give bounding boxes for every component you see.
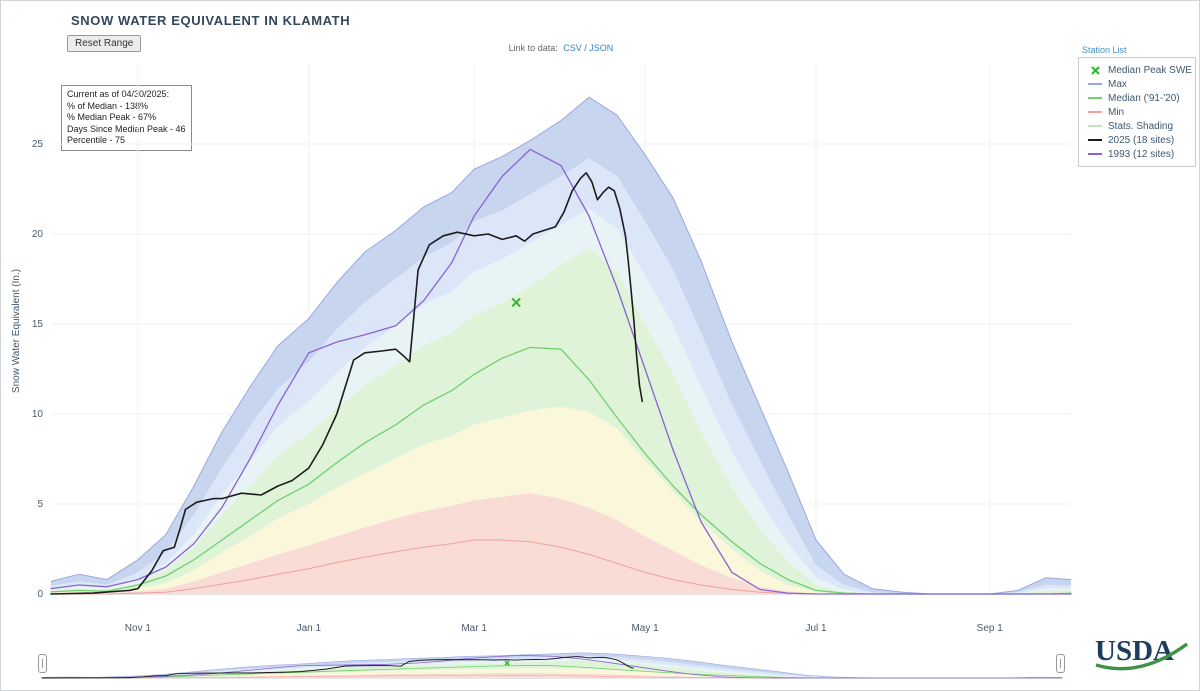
line-2025-18-sites [50, 172, 644, 595]
band-green_top [51, 248, 1071, 594]
line-max [50, 96, 1072, 595]
legend-item-median[interactable]: Median ('91-'20) [1085, 91, 1189, 105]
legend-label: Median ('91-'20) [1108, 92, 1180, 104]
usda-logo-text: USDA [1095, 635, 1174, 667]
median-line-icon [1085, 97, 1105, 99]
stats-shading-icon [1085, 125, 1105, 127]
line-2025-18-sites [41, 656, 634, 679]
current-as-of: Current as of 04/30/2025: [67, 89, 170, 99]
y-tick-label: 5 [37, 499, 43, 510]
json-link[interactable]: JSON [589, 43, 614, 53]
y-tick-label: 25 [32, 139, 44, 150]
legend-item-2025[interactable]: 2025 (18 sites) [1085, 133, 1189, 147]
link-to-data-bar: Link to data: CSV / JSON [381, 43, 741, 53]
legend-label: 1993 (12 sites) [1108, 148, 1175, 160]
csv-link[interactable]: CSV [563, 43, 582, 53]
x-tick-label: Jan 1 [297, 623, 322, 634]
days-since-median-peak: Days Since Median Peak - 46 [67, 123, 186, 134]
x-tick-label: Nov 1 [125, 623, 152, 634]
line-2025-icon [1085, 139, 1105, 141]
legend-label: Stats. Shading [1108, 120, 1174, 132]
usda-logo-swoosh-icon [1095, 642, 1189, 671]
legend-label: Median Peak SWE [1108, 64, 1192, 76]
legend-item-stats-shading[interactable]: Stats. Shading [1085, 119, 1189, 133]
main-chart-canvas[interactable]: 0 5 10 15 20 25 Nov 1 Jan 1 Mar 1 May 1 Jul 1 Sep 1 [9, 61, 1091, 646]
legend-label: 2025 (18 sites) [1108, 134, 1175, 146]
x-tick-label: Mar 1 [461, 623, 487, 634]
median-peak-swe-marker [511, 297, 521, 308]
y-tick-label: 15 [32, 319, 44, 330]
x-tick-label: Sep 1 [977, 623, 1004, 634]
legend-item-max[interactable]: Max [1085, 77, 1189, 91]
median-peak-swe-x-icon [1085, 65, 1105, 75]
band-yellow_top [51, 406, 1071, 594]
band-yellow_top [42, 668, 1062, 678]
legend-item-1993[interactable]: 1993 (12 sites) [1085, 147, 1189, 161]
range-navigator-chart[interactable] [41, 649, 1063, 683]
x-tick-label: May 1 [631, 623, 659, 634]
x-tick-label: Jul 1 [805, 623, 827, 634]
reset-range-button[interactable]: Reset Range [67, 35, 142, 52]
current-stats-box: Current as of 04/30/2025: % of Median - … [61, 85, 192, 151]
pct-of-median: % of Median - 138% [67, 100, 149, 111]
link-to-data-label: Link to data: [508, 43, 558, 53]
legend-label: Max [1108, 78, 1127, 90]
page-title: SNOW WATER EQUIVALENT IN KLAMATH [71, 13, 351, 28]
percentile: Percentile - 75 [67, 135, 126, 145]
range-handle-right[interactable] [1056, 654, 1065, 673]
line-1993-12-sites [50, 148, 1072, 595]
station-list-link[interactable]: Station List [1082, 45, 1127, 55]
legend-item-median-peak-swe[interactable]: Median Peak SWE [1085, 63, 1192, 77]
y-tick-label: 20 [32, 229, 44, 240]
y-tick-label: 0 [37, 589, 43, 600]
legend-label: Min [1108, 106, 1125, 118]
link-separator: / [584, 43, 587, 53]
legend-item-min[interactable]: Min [1085, 105, 1189, 119]
median-peak-swe-marker [504, 660, 510, 666]
y-tick-label: 10 [32, 409, 44, 420]
legend: Median Peak SWE Max Median ('91-'20) Min… [1078, 57, 1196, 167]
min-line-icon [1085, 111, 1105, 113]
line-1993-icon [1085, 153, 1105, 155]
pct-median-peak: % Median Peak - 67% [67, 112, 157, 122]
range-handle-left[interactable] [38, 654, 47, 673]
usda-logo: USDA [1095, 635, 1189, 671]
band-green_top [42, 660, 1062, 678]
max-line-icon [1085, 83, 1105, 85]
